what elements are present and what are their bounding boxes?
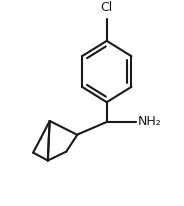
Text: NH₂: NH₂ (138, 115, 162, 129)
Text: Cl: Cl (101, 1, 113, 14)
